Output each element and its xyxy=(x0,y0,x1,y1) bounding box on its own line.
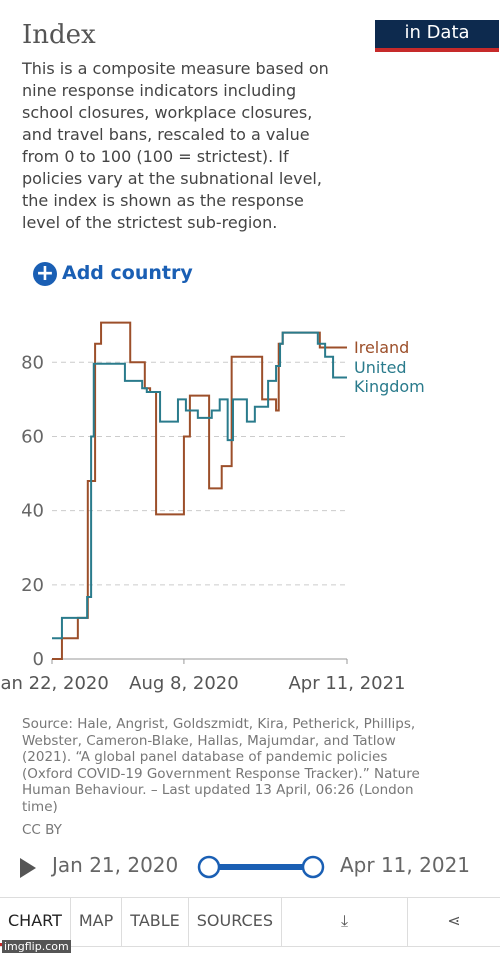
y-tick-label: 80 xyxy=(21,352,44,373)
x-tick-label: Aug 8, 2020 xyxy=(129,673,239,694)
add-country-button[interactable]: Add country xyxy=(62,262,193,284)
tab[interactable]: TABLE xyxy=(122,898,189,946)
timeline-handle[interactable] xyxy=(197,855,221,879)
source-note: Source: Hale, Angrist, Goldszmidt, Kira,… xyxy=(22,716,420,815)
legend-label: United Kingdom xyxy=(354,358,425,396)
y-tick-label: 60 xyxy=(21,426,44,447)
timeline-end: Apr 11, 2021 xyxy=(340,853,471,877)
watermark: imgflip.com xyxy=(2,940,71,953)
add-icon[interactable]: + xyxy=(33,262,57,286)
chart: 0 20 40 60 80 Jan 22, 2020 Aug 8, 2020 Apr 11, … xyxy=(0,321,406,694)
description: This is a composite measure based on nin… xyxy=(22,59,329,232)
series-line xyxy=(52,321,347,660)
x-tick-label: Jan 22, 2020 xyxy=(0,673,109,694)
download-tab[interactable]: ⤓ xyxy=(282,898,408,946)
y-tick-label: 40 xyxy=(21,501,44,522)
y-tick-label: 20 xyxy=(21,575,44,596)
tab[interactable]: MAP xyxy=(71,898,123,946)
timeline-start: Jan 21, 2020 xyxy=(52,853,179,877)
license: CC BY xyxy=(22,822,62,838)
play-button[interactable] xyxy=(20,858,36,878)
share-tab[interactable]: ⋖ xyxy=(447,911,461,930)
tab[interactable]: CHART xyxy=(0,898,71,946)
logo[interactable]: in Data xyxy=(375,20,499,52)
tab-bar: CHART MAP TABLE SOURCES ⤓ ⋖ xyxy=(0,897,500,947)
series-line xyxy=(52,331,347,640)
x-tick-label: Apr 11, 2021 xyxy=(288,673,405,694)
timeline-handle[interactable] xyxy=(301,855,325,879)
tab[interactable]: SOURCES xyxy=(189,898,282,946)
timeline xyxy=(20,855,325,879)
y-tick-label: 0 xyxy=(33,649,44,670)
chart-title: Index xyxy=(22,20,96,50)
legend-label: Ireland xyxy=(354,338,410,357)
